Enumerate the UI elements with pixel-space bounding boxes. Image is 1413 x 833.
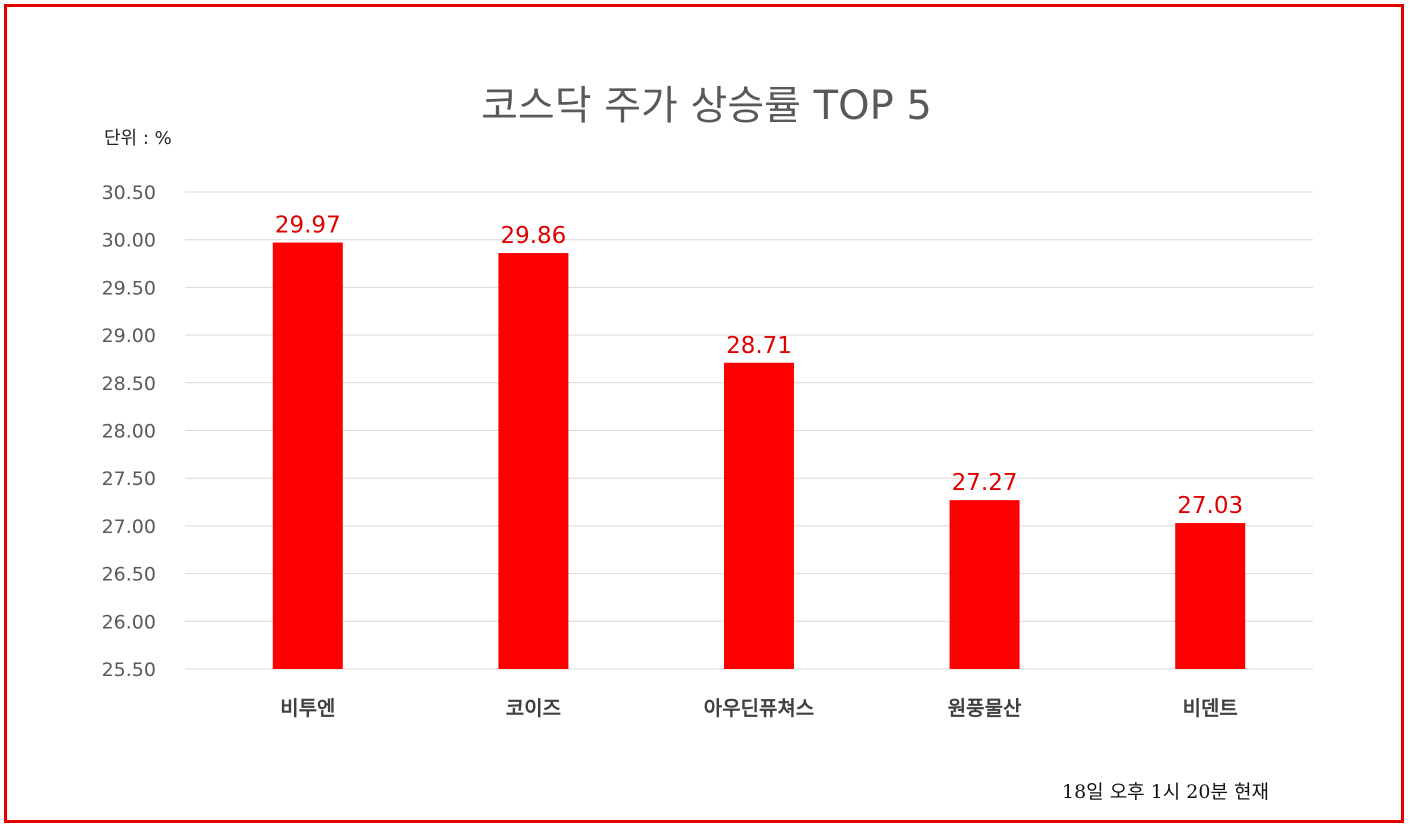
data-label-1: 29.97 [275,213,341,239]
y-tick-label: 28.00 [102,421,156,443]
bar-3 [724,362,794,669]
y-tick-label: 26.00 [102,611,156,633]
y-tick-label: 25.50 [102,659,156,681]
category-label-3: 아우딘퓨쳐스 [704,696,814,720]
data-label-2: 29.86 [500,223,566,249]
y-tick-label: 27.00 [102,516,156,538]
data-label-3: 28.71 [726,333,792,359]
data-labels: 29.97 29.86 28.71 27.27 27.03 [275,213,1243,519]
data-label-4: 27.27 [952,470,1018,496]
y-tick-label: 30.00 [102,230,156,252]
y-axis-ticks: 25.50 26.00 26.50 27.00 27.50 28.00 28.50 29.00… [102,182,156,681]
y-tick-label: 28.50 [102,373,156,395]
category-label-2: 코이즈 [506,696,561,720]
chart-title: 코스닥 주가 상승률 TOP 5 [481,83,932,129]
bar-4 [949,500,1020,669]
bar-2 [498,253,569,669]
y-tick-label: 26.50 [102,564,156,586]
category-label-4: 원풍물산 [948,696,1022,720]
bar-5 [1175,523,1246,669]
data-label-5: 27.03 [1177,493,1243,519]
x-axis-categories: 비투엔 코이즈 아우딘퓨쳐스 원풍물산 비덴트 [280,696,1238,720]
y-tick-label: 30.50 [102,182,156,204]
timestamp-note: 18일 오후 1시 20분 현재 [1062,781,1269,803]
chart-frame [4,4,1404,823]
y-tick-label: 27.50 [102,468,156,490]
bars [272,242,1246,669]
y-tick-label: 29.50 [102,277,156,299]
category-label-5: 비덴트 [1183,696,1238,720]
category-label-1: 비투엔 [280,696,335,720]
unit-label: 단위 : % [104,128,172,149]
bar-1 [272,242,343,669]
y-tick-label: 29.00 [102,325,156,347]
